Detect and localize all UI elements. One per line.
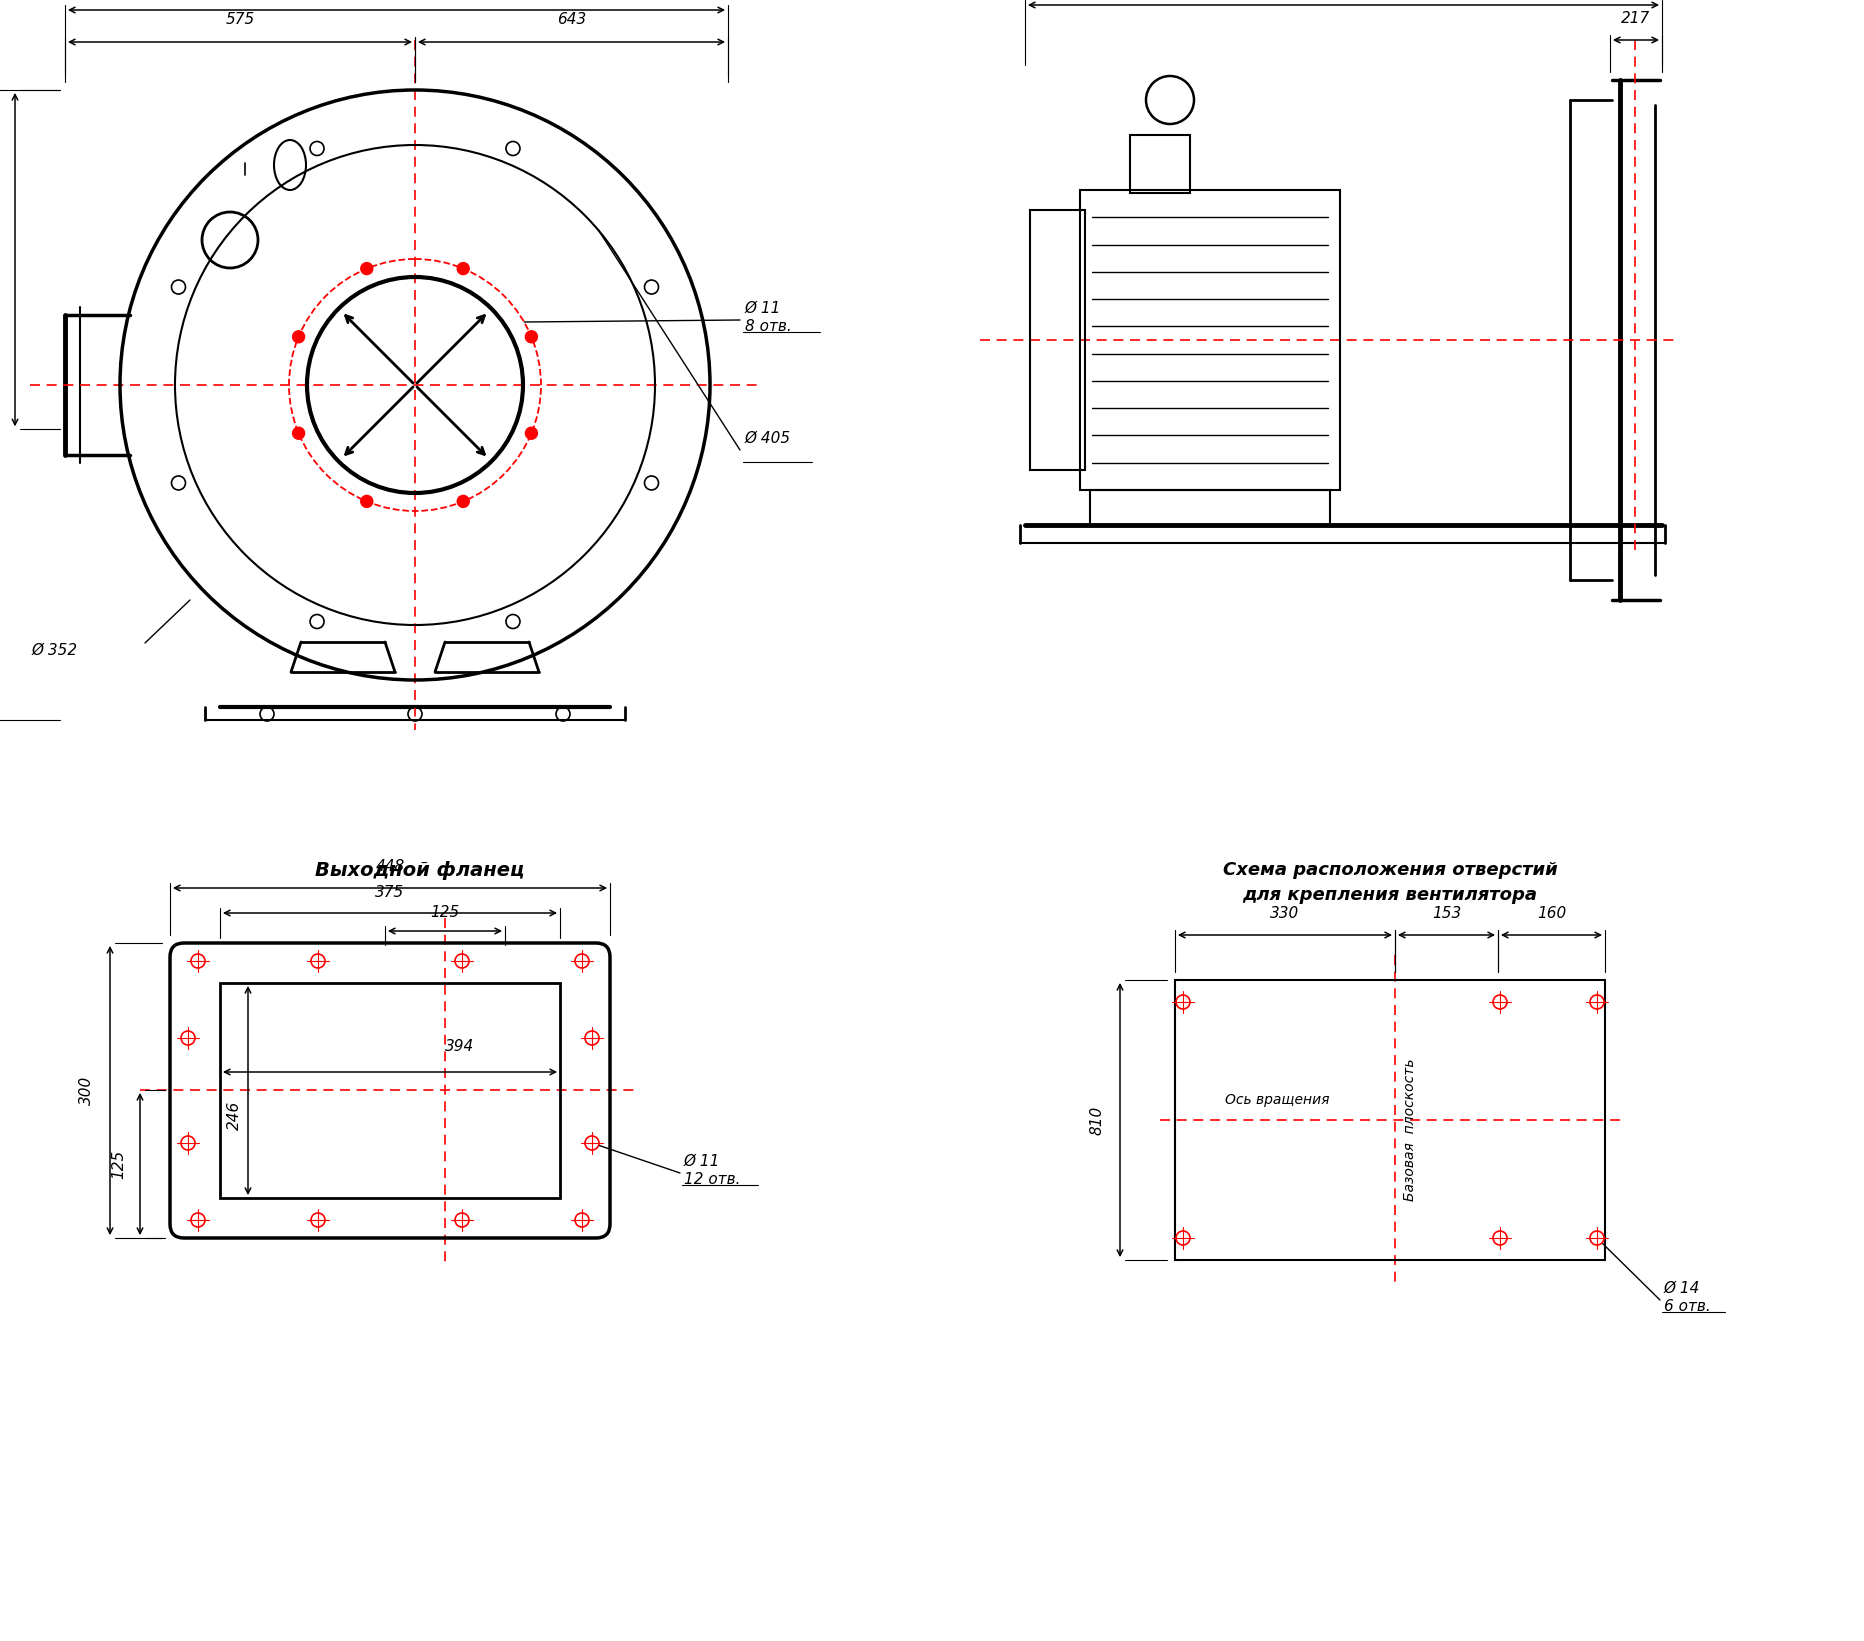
Text: Выходной фланец: Выходной фланец [315, 860, 524, 880]
Circle shape [455, 953, 468, 968]
Text: Ø 11: Ø 11 [684, 1154, 720, 1168]
Text: Ось вращения: Ось вращения [1225, 1093, 1329, 1108]
Circle shape [1493, 994, 1506, 1009]
Text: Ø 14: Ø 14 [1663, 1282, 1700, 1296]
Text: 8 отв.: 8 отв. [744, 318, 792, 335]
Circle shape [190, 1213, 205, 1227]
Circle shape [526, 427, 537, 440]
Text: 160: 160 [1536, 906, 1566, 921]
Text: 330: 330 [1269, 906, 1299, 921]
Text: 300: 300 [78, 1076, 93, 1104]
Circle shape [1176, 1231, 1189, 1246]
Circle shape [1590, 1231, 1603, 1246]
Text: 810: 810 [1089, 1106, 1103, 1134]
Circle shape [311, 953, 324, 968]
Text: 375: 375 [375, 884, 404, 899]
Bar [1130, 135, 1189, 194]
Text: 6 отв.: 6 отв. [1663, 1300, 1709, 1314]
Bar [1089, 491, 1329, 525]
Circle shape [1176, 994, 1189, 1009]
Circle shape [574, 1213, 589, 1227]
Circle shape [181, 1136, 196, 1150]
Circle shape [190, 953, 205, 968]
Circle shape [1590, 994, 1603, 1009]
Text: 643: 643 [557, 11, 585, 26]
Circle shape [360, 496, 373, 507]
Circle shape [585, 1031, 598, 1045]
Circle shape [293, 331, 304, 343]
Circle shape [181, 1031, 196, 1045]
Bar [220, 983, 559, 1198]
Circle shape [574, 953, 589, 968]
Circle shape [293, 427, 304, 440]
Circle shape [585, 1136, 598, 1150]
Text: Базовая  плоскость: Базовая плоскость [1402, 1058, 1417, 1201]
Bar [1029, 210, 1085, 469]
Text: 217: 217 [1620, 11, 1650, 26]
Text: 153: 153 [1432, 906, 1460, 921]
Bar [1079, 190, 1338, 491]
Circle shape [360, 263, 373, 274]
Text: 448: 448 [375, 858, 404, 875]
Text: Схема расположения отверстий: Схема расположения отверстий [1223, 862, 1556, 880]
Circle shape [1493, 1231, 1506, 1246]
Circle shape [457, 496, 470, 507]
Text: 125: 125 [112, 1149, 127, 1178]
Text: 575: 575 [226, 11, 255, 26]
Text: 394: 394 [445, 1039, 473, 1054]
Text: 125: 125 [431, 904, 459, 921]
Text: 12 отв.: 12 отв. [684, 1172, 740, 1186]
Circle shape [455, 1213, 468, 1227]
Text: для крепления вентилятора: для крепления вентилятора [1241, 886, 1536, 904]
Circle shape [311, 1213, 324, 1227]
Text: Ø 11: Ø 11 [744, 300, 781, 317]
Bar [1174, 980, 1605, 1260]
Text: 246: 246 [226, 1101, 240, 1129]
Circle shape [457, 263, 470, 274]
Text: Ø 352: Ø 352 [32, 643, 78, 658]
Text: Ø 405: Ø 405 [744, 432, 790, 446]
Circle shape [526, 331, 537, 343]
